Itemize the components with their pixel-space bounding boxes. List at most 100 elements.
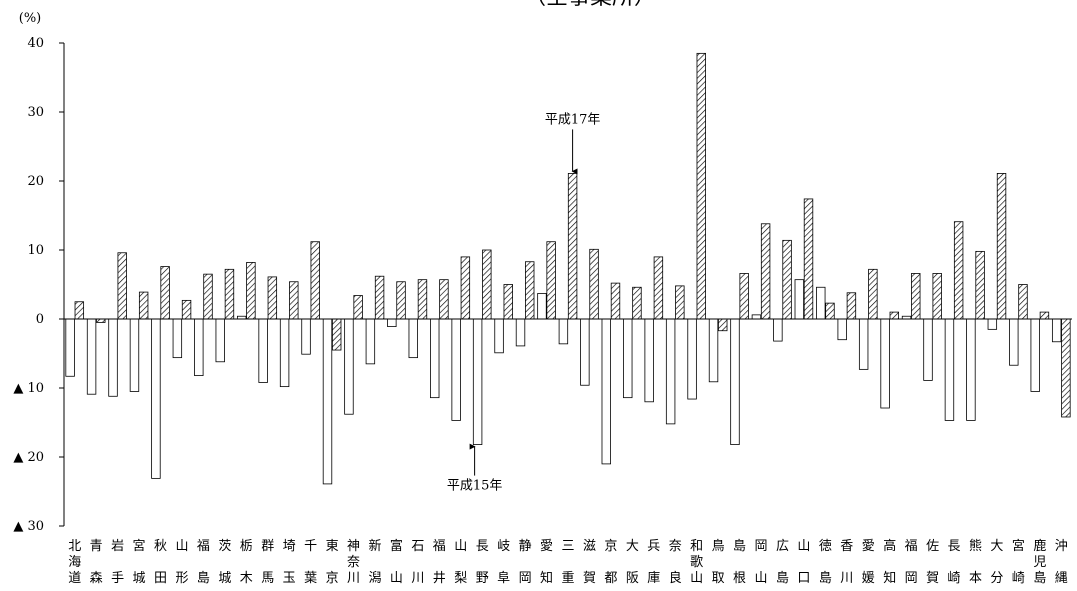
category-label-char: 東 [326, 538, 339, 554]
category-label-char: 千 [304, 539, 317, 554]
bar-h15 [858, 318, 869, 370]
category-label-char: 都 [604, 571, 617, 586]
y-tick-label: ▲ 30 [13, 519, 44, 534]
bar-h17 [932, 273, 942, 320]
category-label-char: 愛 [540, 539, 553, 554]
bar-h17 [267, 276, 278, 320]
bar-h17 [96, 318, 106, 323]
category-label-char: 山 [690, 571, 703, 586]
bar-h15 [65, 318, 75, 377]
category-label-char: 分 [990, 571, 1003, 586]
category-label-char: 児 [1033, 555, 1046, 570]
bar-h15 [966, 318, 976, 421]
bar-h15 [601, 318, 611, 465]
bar-h17 [996, 173, 1007, 320]
bar-h15 [580, 318, 590, 386]
category-label-char: 京 [604, 539, 617, 554]
bar-h17 [911, 273, 921, 320]
bar-h15 [301, 318, 311, 355]
category-label-char: 島 [776, 571, 789, 586]
bar-h17 [589, 248, 599, 320]
category-label-char: 根 [733, 571, 746, 586]
category-label-char: 鳥 [712, 539, 725, 554]
bar-h17 [353, 295, 363, 320]
bar-h15 [623, 318, 633, 399]
bar-h15 [944, 318, 955, 421]
category-label-char: 福 [197, 539, 210, 554]
bar-h15 [494, 318, 504, 354]
category-label-char: 島 [733, 539, 746, 554]
category-label-char: 取 [712, 571, 725, 586]
y-axis-unit-label: (%) [19, 11, 42, 26]
category-label-char: 石 [411, 539, 424, 554]
category-label-char: 奈 [347, 555, 360, 570]
category-label-char: 田 [154, 571, 167, 586]
bar-h15 [322, 318, 333, 485]
bar-h17 [696, 52, 706, 320]
category-label-char: 秋 [154, 539, 167, 554]
bar-h15 [730, 318, 740, 445]
annotation-label: 平成15年 [447, 479, 503, 494]
category-label-char: 野 [476, 571, 489, 586]
bar-h15 [279, 318, 290, 388]
category-label-char: 長 [948, 539, 961, 554]
bar-h17 [953, 221, 964, 320]
bar-h17 [396, 281, 406, 320]
bar-h15 [430, 318, 440, 399]
bar-h15 [558, 318, 569, 345]
bar-h15 [344, 318, 354, 415]
category-label-char: 福 [905, 539, 918, 554]
bar-h17 [546, 241, 556, 320]
category-label-char: 茨 [218, 539, 231, 554]
bar-h15 [987, 318, 998, 330]
category-label-char: 川 [411, 571, 424, 586]
category-label-char: 山 [454, 539, 467, 554]
category-label-char: 大 [990, 539, 1003, 554]
category-label-char: 岩 [111, 539, 124, 554]
bar-h17 [138, 291, 149, 320]
bar-h17 [868, 268, 878, 320]
category-label-char: 岡 [755, 539, 768, 554]
category-label-char: 城 [218, 571, 231, 586]
category-label-char: 埼 [283, 539, 296, 554]
category-label-char: 手 [111, 571, 124, 586]
bar-h17 [846, 292, 857, 320]
category-label-char: 神 [347, 539, 360, 554]
category-label-char: 川 [347, 571, 360, 586]
bar-h15 [794, 279, 805, 320]
bar-h17 [653, 256, 664, 320]
category-label-char: 岡 [905, 571, 918, 586]
category-label-char: 島 [1033, 571, 1046, 586]
bar-h15 [816, 286, 826, 320]
y-tick-label: 10 [27, 243, 44, 258]
bar-h17 [739, 273, 749, 320]
bar-h15 [923, 318, 933, 381]
category-label-char: 梨 [454, 571, 467, 586]
category-label-char: 岡 [519, 571, 532, 586]
category-label-char: 森 [90, 571, 103, 586]
bar-h15 [129, 318, 140, 392]
category-label-char: 青 [90, 539, 103, 554]
category-label-char: 静 [519, 539, 532, 554]
category-label-char: 縄 [1055, 571, 1068, 586]
category-label-char: 沖 [1055, 539, 1068, 554]
bar-h15 [1030, 318, 1040, 392]
bar-h17 [181, 299, 192, 320]
y-tick-label: 40 [27, 36, 44, 51]
bar-h15 [515, 318, 526, 347]
bar-h17 [610, 282, 621, 320]
bar-h17 [289, 281, 299, 320]
category-label-char: 崎 [948, 571, 961, 586]
bar-h17 [503, 284, 513, 320]
category-label-char: 佐 [926, 539, 939, 554]
y-axis: 40 30 20 10 0 ▲ 10 ▲ 20 ▲ 30 [13, 36, 65, 534]
bar-h17 [374, 275, 385, 320]
category-label-char: 山 [755, 571, 768, 586]
category-label-char: 滋 [583, 539, 596, 554]
category-label-char: 阪 [626, 571, 639, 586]
bar-h15 [1051, 318, 1062, 343]
category-label-char: 鹿 [1033, 538, 1046, 554]
bar-h17 [803, 198, 814, 320]
bar-h17 [675, 285, 685, 320]
